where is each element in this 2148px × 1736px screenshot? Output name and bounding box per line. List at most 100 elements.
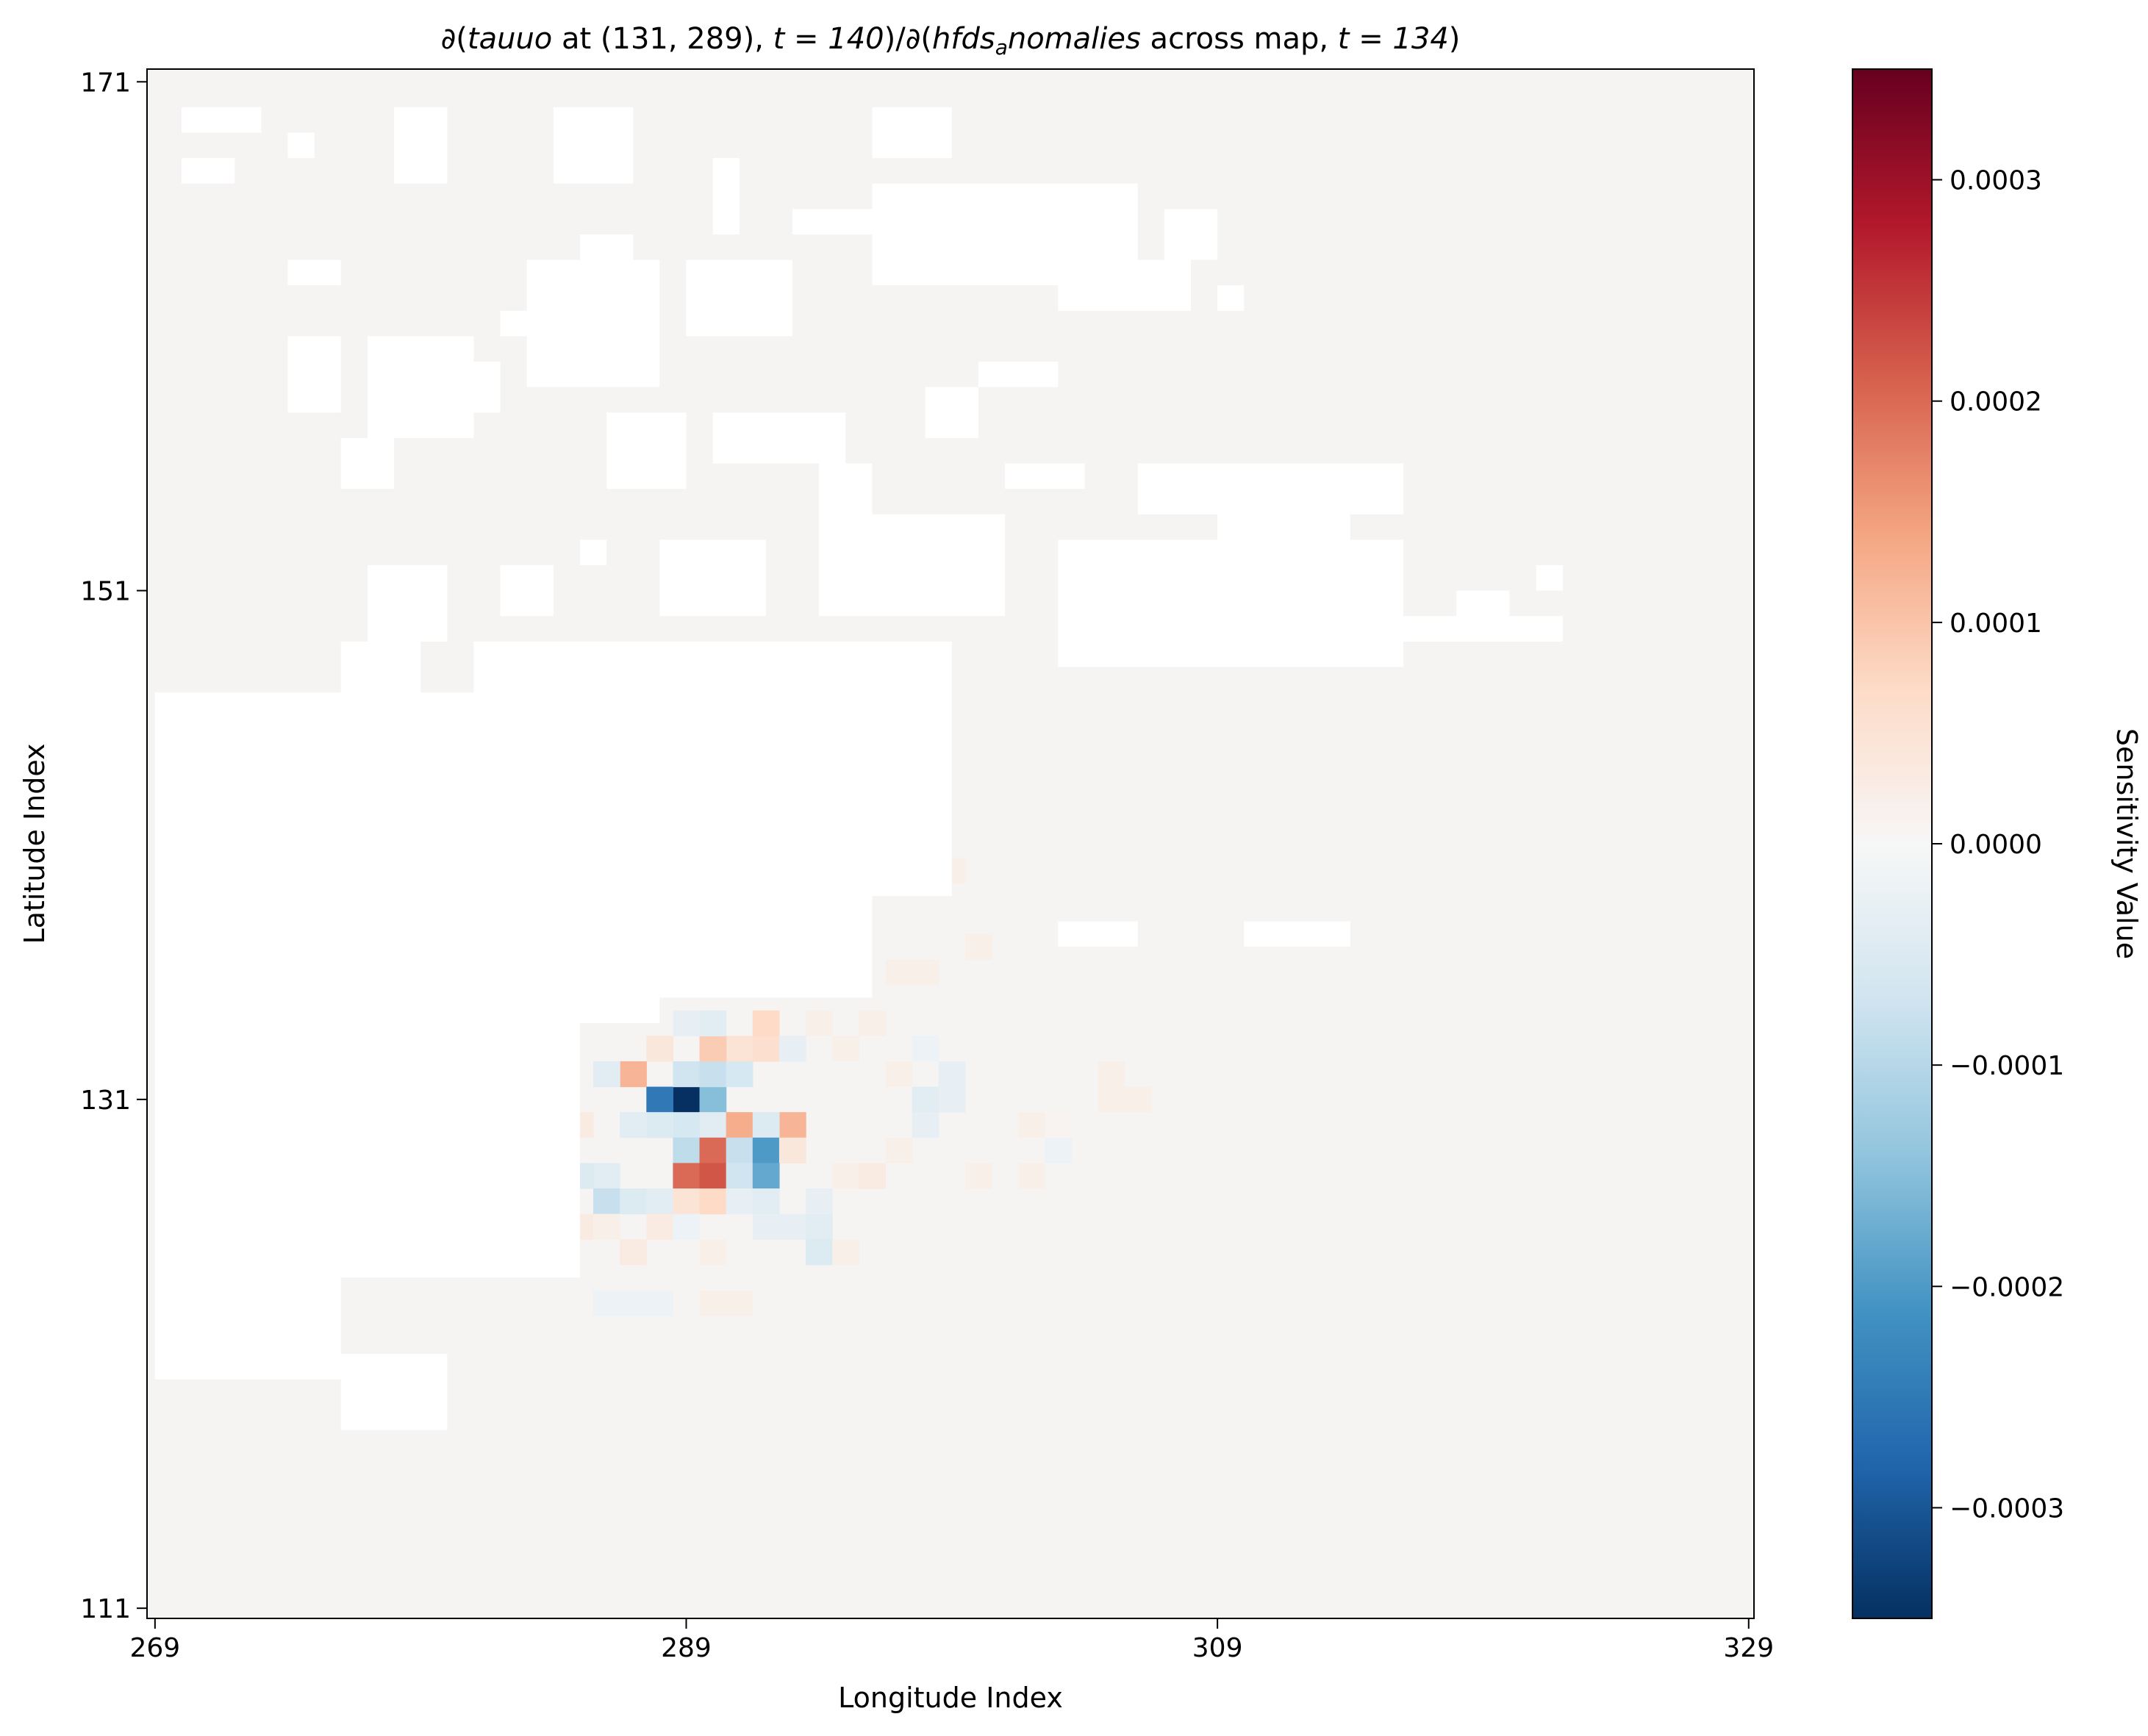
land-region: [340, 437, 395, 489]
x-tick-label: 289: [661, 1633, 712, 1663]
colorbar-tick-label: 0.0000: [1950, 830, 2042, 860]
heatmap-cell: [673, 1086, 701, 1113]
heatmap-cell: [885, 1137, 913, 1164]
heatmap-cell: [646, 1112, 674, 1138]
land-region: [712, 412, 846, 464]
heatmap-cell: [832, 1036, 859, 1062]
land-region: [1217, 489, 1350, 540]
heatmap-cell: [620, 1239, 647, 1266]
x-axis: 269 289 309 329: [129, 1618, 1774, 1663]
heatmap-cell: [778, 1213, 806, 1240]
colorbar-gradient: [1852, 69, 1932, 1618]
x-tick-label: 329: [1723, 1633, 1774, 1663]
colorbar: −0.0003 −0.0002 −0.0001 0.0000 0.0001 0.0002 0…: [1852, 68, 2143, 1619]
land-region: [367, 564, 448, 642]
land-region: [1058, 921, 1138, 947]
heatmap-cell: [806, 1188, 833, 1215]
heatmap-cell: [1045, 1112, 1073, 1138]
heatmap-cell: [752, 1010, 780, 1036]
heatmap-cell: [752, 1213, 780, 1240]
heatmap-cell: [673, 1112, 701, 1138]
heatmap-cell: [699, 1061, 727, 1088]
heatmap-cell: [1098, 1061, 1125, 1088]
land-mask: [154, 107, 1563, 1430]
heatmap-cell: [859, 1010, 887, 1036]
heatmap-cell: [752, 1163, 780, 1189]
heatmap-cell: [1045, 1137, 1073, 1164]
land-region: [261, 1354, 368, 1380]
heatmap-cell: [620, 1112, 647, 1138]
heatmap-cell: [620, 1290, 647, 1316]
colorbar-tick-label: 0.0002: [1950, 387, 2042, 417]
heatmap-cell: [832, 1239, 859, 1266]
heatmap-cell: [912, 1112, 939, 1138]
land-region: [447, 362, 501, 413]
land-region: [712, 158, 740, 234]
heatmap-cell: [752, 1137, 780, 1164]
heatmap-cell: [646, 1086, 674, 1113]
heatmap-cell: [778, 1112, 806, 1138]
land-region: [1536, 564, 1563, 591]
heatmap-cell: [699, 1036, 727, 1062]
heatmap-cell: [646, 1188, 674, 1215]
heatmap-cell: [593, 1290, 620, 1316]
heatmap-cell: [806, 1239, 833, 1266]
plot-frame: [146, 68, 1755, 1619]
land-region: [978, 362, 1059, 387]
chart-title: ∂(tauuo at (131, 289), t = 140)/∂(hfdsan…: [441, 22, 1461, 60]
heatmap-cell: [620, 1188, 647, 1215]
heatmap-cell: [699, 1163, 727, 1189]
heatmap-cell: [778, 1036, 806, 1062]
land-region: [579, 539, 607, 565]
x-tick-label: 269: [129, 1633, 180, 1663]
heatmap-cell: [778, 1137, 806, 1164]
land-region: [633, 285, 660, 311]
land-region: [181, 158, 235, 184]
heatmap-cell: [912, 1086, 939, 1113]
land-region: [287, 132, 315, 159]
land-region: [792, 209, 873, 234]
heatmap-cell: [726, 1061, 753, 1088]
y-axis-label: Latitude Index: [18, 743, 51, 944]
colorbar-tick-label: −0.0003: [1950, 1493, 2064, 1524]
heatmap-cell: [806, 1213, 833, 1240]
heatmap-cell: [1098, 1086, 1125, 1113]
land-region: [1244, 921, 1350, 947]
y-axis: 111 131 151 171: [80, 68, 147, 1624]
heatmap-cell: [673, 1137, 701, 1164]
land-region: [154, 1328, 262, 1355]
heatmap-cell: [699, 1188, 727, 1215]
y-tick-label: 151: [80, 577, 131, 607]
heatmap-cell: [673, 1010, 701, 1036]
heatmap-cell: [673, 1061, 701, 1088]
land-region: [1456, 590, 1510, 617]
heatmap-cell: [726, 1137, 753, 1164]
land-region: [1058, 539, 1404, 667]
land-region: [579, 234, 634, 260]
heatmap-cell: [726, 1036, 753, 1062]
heatmap-cell: [646, 1290, 674, 1316]
land-region: [287, 336, 341, 413]
land-region: [1005, 463, 1085, 489]
heatmap-cell: [726, 1163, 753, 1189]
heatmap-cell: [1124, 1086, 1152, 1113]
heatmap-cell: [885, 1061, 913, 1088]
land-region: [500, 310, 580, 337]
heatmap-cell: [699, 1010, 727, 1036]
land-region: [500, 667, 527, 693]
heatmap-cell: [593, 1061, 620, 1088]
heatmap-cell: [593, 1188, 620, 1215]
heatmap-cell: [1018, 1163, 1045, 1189]
heatmap-cell: [752, 1036, 780, 1062]
land-region: [1403, 616, 1563, 642]
y-tick-label: 131: [80, 1086, 131, 1116]
land-region: [500, 717, 634, 769]
colorbar-tick-label: −0.0001: [1950, 1051, 2064, 1081]
colorbar-tick-label: 0.0003: [1950, 166, 2042, 196]
heatmap-cell: [593, 1213, 620, 1240]
land-region: [394, 107, 448, 184]
heatmap-cell: [726, 1112, 753, 1138]
heatmap-cell: [646, 1213, 674, 1240]
land-region: [819, 514, 1006, 617]
